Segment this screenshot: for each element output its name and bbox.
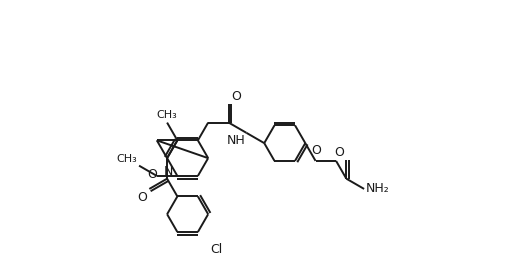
- Text: O: O: [335, 146, 345, 159]
- Text: NH₂: NH₂: [366, 183, 390, 195]
- Text: Cl: Cl: [210, 243, 222, 256]
- Text: NH: NH: [227, 134, 246, 147]
- Text: N: N: [163, 165, 173, 178]
- Text: O: O: [231, 90, 242, 103]
- Text: O: O: [147, 168, 157, 182]
- Text: O: O: [138, 191, 147, 204]
- Text: CH₃: CH₃: [117, 154, 137, 164]
- Text: CH₃: CH₃: [157, 110, 178, 120]
- Text: O: O: [312, 144, 321, 157]
